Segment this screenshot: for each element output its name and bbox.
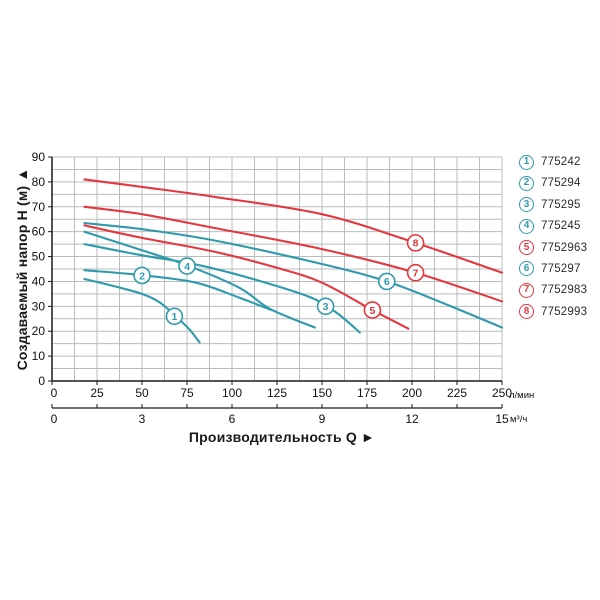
svg-text:10: 10 [32, 349, 46, 363]
svg-text:150: 150 [312, 386, 332, 400]
curve-6-775297 [83, 221, 504, 329]
legend-item-8: 8 7752993 [519, 304, 587, 320]
svg-text:70: 70 [32, 200, 46, 214]
series-6-code: 775297 [541, 262, 581, 275]
curve-marker-8: 8 [406, 234, 425, 252]
curve-8-7752993 [83, 178, 504, 274]
svg-text:175: 175 [357, 386, 377, 400]
svg-text:200: 200 [402, 386, 422, 400]
x-axis-lmin-unit: л/мин [509, 390, 534, 401]
curve-markers: 1 2 3 4 5 6 7 8 [133, 234, 425, 326]
series-4-code: 775245 [541, 220, 581, 233]
svg-text:0: 0 [51, 412, 58, 426]
series-2-number-badge: 2 [519, 175, 534, 191]
series-5-number-badge: 5 [519, 240, 534, 256]
svg-text:9: 9 [319, 412, 326, 426]
series-7-number-badge: 7 [519, 282, 534, 298]
svg-text:1: 1 [171, 311, 177, 323]
svg-text:7: 7 [413, 268, 419, 280]
series-2-code: 775294 [541, 177, 581, 190]
curve-marker-5: 5 [363, 301, 382, 319]
svg-text:5: 5 [369, 305, 375, 317]
legend-item-7: 7 7752983 [519, 282, 587, 298]
svg-text:2: 2 [139, 270, 145, 282]
series-8-code: 7752993 [541, 305, 588, 318]
series-3-code: 775295 [541, 198, 581, 211]
curve-marker-3: 3 [316, 297, 335, 316]
y-axis-ticks: 0 10 20 30 40 50 60 70 80 90 [32, 150, 52, 388]
svg-text:40: 40 [32, 274, 46, 288]
svg-text:6: 6 [229, 412, 236, 426]
x-axis-m3h: 0 3 6 9 12 15 м³/ч [51, 404, 527, 426]
svg-text:3: 3 [323, 301, 329, 313]
svg-text:75: 75 [180, 386, 194, 400]
svg-text:125: 125 [267, 386, 287, 400]
curve-7-7752983 [83, 205, 504, 303]
series-7-code: 7752983 [541, 284, 588, 297]
x-axis-m3h-unit: м³/ч [510, 414, 527, 425]
x-axis-title: Производительность Q ► [188, 429, 376, 445]
series-4-number-badge: 4 [519, 218, 534, 234]
svg-text:90: 90 [32, 150, 46, 164]
grid [51, 156, 503, 382]
curve-4-775245 [83, 230, 316, 329]
legend-item-4: 4 775245 [519, 218, 587, 234]
series-5-code: 7752963 [541, 241, 588, 254]
svg-text:12: 12 [405, 412, 419, 426]
legend-item-1: 1 775242 [519, 154, 587, 170]
svg-text:250: 250 [492, 386, 512, 400]
legend-item-6: 6 775297 [519, 261, 587, 277]
curve-1-775242 [83, 277, 201, 344]
legend-item-5: 5 7752963 [519, 240, 587, 256]
curve-marker-7: 7 [406, 263, 425, 282]
curves [83, 178, 504, 344]
svg-text:60: 60 [32, 225, 46, 239]
svg-text:30: 30 [32, 299, 46, 313]
svg-text:100: 100 [222, 386, 242, 400]
svg-text:0: 0 [51, 386, 58, 400]
svg-text:15: 15 [495, 412, 509, 426]
series-8-number-badge: 8 [519, 304, 534, 320]
svg-text:3: 3 [139, 412, 146, 426]
legend-item-2: 2 775294 [519, 175, 587, 191]
y-axis-title: Создаваемый напор Н (м) ▲ [14, 167, 30, 371]
legend: 1 775242 2 775294 3 775295 4 775245 5 7752963 6 775… [519, 154, 587, 325]
curve-marker-6: 6 [377, 272, 396, 291]
curve-3-775295 [83, 243, 361, 334]
svg-text:20: 20 [32, 324, 46, 338]
series-1-number-badge: 1 [519, 154, 534, 170]
curve-2-775294 [83, 269, 273, 312]
curve-marker-1: 1 [165, 307, 184, 326]
series-6-number-badge: 6 [519, 261, 534, 277]
svg-text:8: 8 [413, 238, 419, 250]
svg-text:0: 0 [38, 374, 45, 388]
curve-marker-2: 2 [133, 266, 151, 285]
series-1-code: 775242 [541, 156, 581, 168]
svg-text:4: 4 [184, 261, 190, 273]
curve-marker-4: 4 [178, 257, 196, 275]
legend-item-3: 3 775295 [519, 197, 587, 213]
svg-text:80: 80 [32, 175, 46, 189]
svg-text:6: 6 [384, 276, 390, 288]
svg-text:50: 50 [32, 250, 46, 264]
series-3-number-badge: 3 [519, 197, 534, 213]
svg-text:25: 25 [90, 386, 104, 400]
svg-text:225: 225 [447, 386, 467, 400]
x-axis-lmin-ticks: 0 25 50 75 100 125 150 175 200 225 250 [51, 381, 512, 400]
svg-text:50: 50 [135, 386, 149, 400]
